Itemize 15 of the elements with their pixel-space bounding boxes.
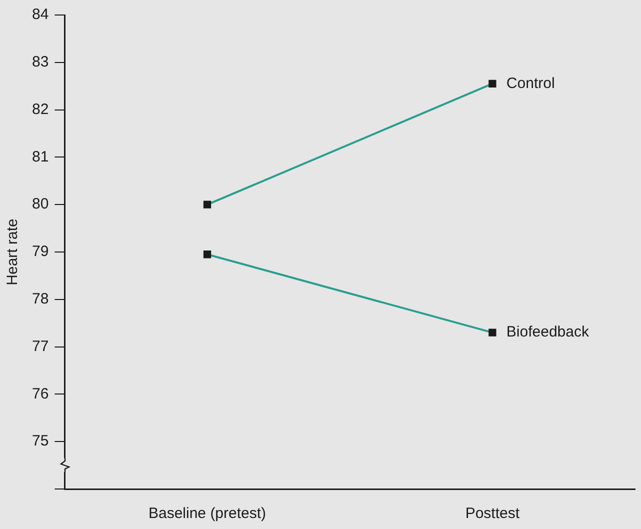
x-tick-label: Posttest — [465, 505, 520, 522]
series-label: Biofeedback — [506, 324, 590, 341]
y-tick-label: 76 — [32, 385, 49, 402]
y-axis-title: Heart rate — [4, 218, 22, 286]
y-tick-label: 80 — [32, 196, 49, 213]
y-tick-label: 77 — [32, 338, 49, 355]
series-label: Control — [506, 74, 555, 92]
y-tick-label: 82 — [32, 100, 49, 118]
x-tick-label: Baseline (pretest) — [148, 505, 266, 522]
y-tick-label: 84 — [32, 6, 49, 24]
y-tick-label: 81 — [32, 148, 49, 166]
y-tick-label: 83 — [32, 54, 49, 71]
y-tick-label: 78 — [32, 290, 49, 308]
y-tick-label: 75 — [32, 432, 49, 450]
y-tick-label: 79 — [32, 243, 49, 260]
